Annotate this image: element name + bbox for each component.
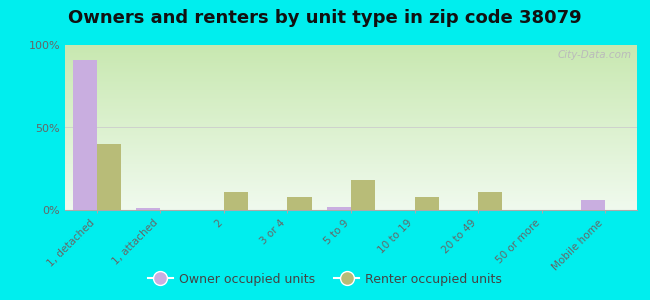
Bar — [73, 60, 97, 210]
Text: City-Data.com: City-Data.com — [557, 50, 631, 60]
Bar — [415, 197, 439, 210]
Bar — [224, 192, 248, 210]
Text: Owners and renters by unit type in zip code 38079: Owners and renters by unit type in zip c… — [68, 9, 582, 27]
Legend: Owner occupied units, Renter occupied units: Owner occupied units, Renter occupied un… — [143, 268, 507, 291]
Bar — [581, 200, 605, 210]
Bar — [136, 208, 161, 210]
Bar — [478, 192, 502, 210]
Bar — [287, 197, 311, 210]
Bar — [351, 180, 375, 210]
Bar — [97, 144, 121, 210]
Bar — [327, 207, 351, 210]
